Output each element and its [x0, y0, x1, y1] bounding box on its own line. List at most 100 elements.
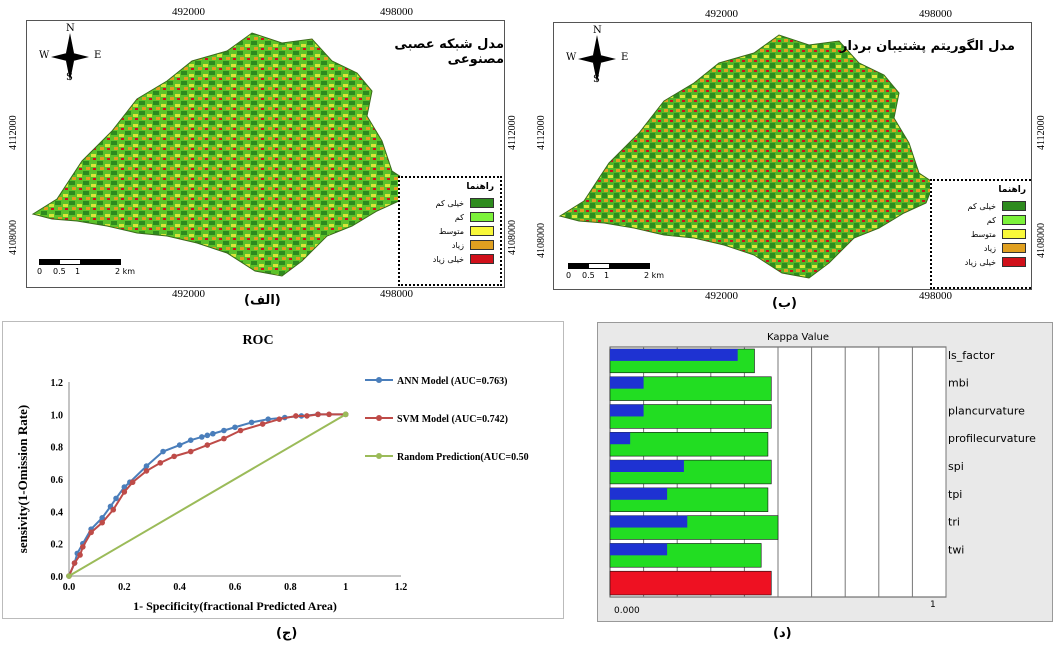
- roc-point: [199, 434, 205, 440]
- roc-point: [99, 519, 105, 526]
- roc-x-tick-label: 1: [343, 582, 348, 593]
- roc-legend-marker: [376, 377, 382, 383]
- roc-chart-panel: ROC 0.0 0.2 0.4 0.6 0.8 1 1.2 0.0 0.2 0.4 0.6 0.8 1.0…: [2, 321, 564, 619]
- legend-swatch: [1002, 215, 1026, 225]
- roc-point: [121, 489, 128, 495]
- roc-y-tick-label: 0.6: [51, 475, 64, 486]
- roc-point: [276, 416, 283, 422]
- kappa-category-label: tri: [948, 516, 960, 529]
- kappa-bar-partial: [610, 460, 684, 472]
- map-a-ytick-1: 4112000: [8, 115, 19, 150]
- legend-label: کم: [986, 215, 996, 225]
- map-a-s-label: S: [66, 72, 73, 83]
- map-a-legend-row: خیلی زیاد: [406, 252, 494, 266]
- map-b-terrain: [558, 34, 935, 279]
- kappa-bar-partial: [610, 376, 644, 389]
- roc-chart: ROC 0.0 0.2 0.4 0.6 0.8 1 1.2 0.0 0.2 0.4 0.6 0.8 1.0…: [15, 333, 529, 613]
- map-b-ytick-right-2: 4108000: [1036, 223, 1047, 258]
- kappa-bar-partial: [610, 543, 668, 556]
- roc-x-tick-label: 0.6: [229, 582, 242, 593]
- map-b-n-label: N: [593, 25, 602, 36]
- map-b-legend-row: زیاد: [938, 241, 1026, 255]
- legend-label: زیاد: [983, 243, 996, 253]
- map-a-w-label: W: [39, 50, 50, 61]
- map-a-xtick-top-1: 492000: [172, 6, 205, 18]
- map-b-legend-title: راهنما: [998, 185, 1026, 195]
- map-a-xtick-bot-1: 492000: [172, 288, 205, 300]
- map-a-panel: مدل شبکه عصبی مصنوعی N S W E راهنما خیلی…: [26, 20, 505, 288]
- map-b-panel: مدل الگوریتم پشتیبان بردار N S W E راهنم…: [553, 22, 1032, 290]
- roc-y-tick-label: 1.2: [51, 378, 64, 389]
- roc-point: [113, 495, 119, 502]
- roc-point: [143, 463, 150, 469]
- scalebar-bar: [39, 259, 121, 265]
- scale-label: 0.5: [582, 271, 595, 280]
- map-a-legend-row: زیاد: [406, 238, 494, 252]
- roc-point: [315, 411, 321, 418]
- legend-label: خیلی کم: [967, 201, 996, 211]
- map-a-ytick-2: 4108000: [8, 220, 19, 255]
- kappa-bar-partial: [610, 487, 668, 500]
- scale-label: 2 km: [115, 267, 136, 276]
- roc-y-tick-label: 0.0: [51, 572, 64, 583]
- roc-x-tick-label: 0.8: [284, 582, 297, 593]
- legend-swatch: [470, 212, 494, 222]
- roc-series-line: [68, 413, 347, 577]
- map-b-title: مدل الگوریتم پشتیبان بردار: [840, 39, 1015, 54]
- scalebar-bar: [568, 263, 650, 269]
- map-a-title: مدل شبکه عصبی مصنوعی: [394, 37, 504, 67]
- map-a-xtick-top-2: 498000: [380, 6, 413, 18]
- scale-label: 2 km: [644, 271, 665, 280]
- map-b-xtick-top-1: 492000: [705, 8, 738, 20]
- kappa-category-label: spi: [948, 460, 964, 473]
- legend-swatch: [470, 240, 494, 250]
- legend-label: زیاد: [451, 240, 464, 250]
- map-a-caption: (الف): [244, 293, 281, 308]
- kappa-caption: (د): [773, 626, 792, 641]
- map-a-legend-row: کم: [406, 210, 494, 224]
- map-a-north-arrow: N S W E: [39, 23, 101, 85]
- roc-legend-label: Random Prediction(AUC=0.50: [397, 452, 529, 463]
- map-b-watershed: [558, 34, 935, 279]
- map-b-legend: راهنما خیلی کم کم متوسط زیاد خیلی زیاد: [930, 179, 1031, 289]
- map-b-e-label: E: [621, 52, 629, 63]
- roc-point: [293, 413, 299, 419]
- kappa-bar-partial: [610, 404, 644, 417]
- map-a-terrain: [31, 32, 408, 277]
- map-b-caption: (ب): [772, 296, 797, 311]
- roc-y-tick-label: 0.4: [51, 507, 64, 518]
- roc-y-tick-label: 0.8: [51, 443, 64, 454]
- roc-x-tick-label: 1.2: [395, 582, 408, 593]
- roc-point: [232, 424, 238, 431]
- roc-legend-marker: [376, 415, 382, 421]
- roc-point: [129, 479, 136, 486]
- legend-label: کم: [454, 212, 464, 222]
- scale-label: 1: [604, 271, 610, 280]
- roc-point: [171, 453, 177, 460]
- kappa-x-tick-label: 1: [930, 600, 936, 610]
- map-b-legend-row: کم: [938, 213, 1026, 227]
- roc-point: [259, 421, 266, 427]
- kappa-category-label: mbi: [948, 377, 969, 390]
- map-b-ytick-right-1: 4112000: [1036, 115, 1047, 150]
- map-a-legend-row: متوسط: [406, 224, 494, 238]
- roc-point: [77, 552, 83, 558]
- roc-point: [99, 515, 105, 521]
- roc-point: [143, 468, 150, 474]
- legend-swatch: [1002, 229, 1026, 239]
- roc-point: [237, 427, 244, 434]
- legend-swatch: [470, 226, 494, 236]
- roc-point: [121, 484, 128, 490]
- kappa-x-tick-label: 0.000: [614, 606, 640, 616]
- kappa-category-label: profilecurvature: [948, 432, 1036, 445]
- map-b-xtick-bot-1: 492000: [705, 290, 738, 302]
- kappa-bar-all: [609, 570, 772, 596]
- map-b-s-label: S: [593, 74, 600, 85]
- kappa-bar-total: [609, 432, 769, 457]
- kappa-bar-partial: [610, 349, 738, 361]
- roc-point: [160, 448, 166, 455]
- roc-caption: (ج): [276, 626, 298, 641]
- roc-point: [187, 437, 194, 443]
- roc-point: [66, 573, 72, 579]
- roc-point: [71, 560, 78, 566]
